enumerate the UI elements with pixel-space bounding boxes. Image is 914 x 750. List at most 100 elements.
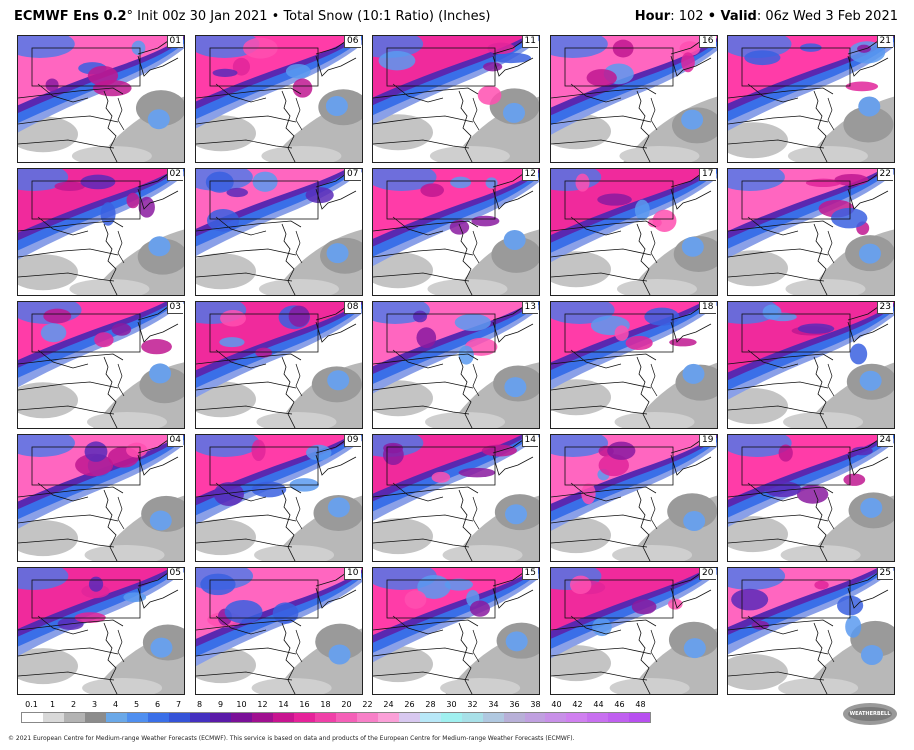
member-map-panel: 02 (17, 168, 185, 296)
snowfall-map (373, 169, 539, 295)
legend-color-swatch (126, 713, 148, 722)
model-name: ECMWF Ens 0.2 (14, 9, 127, 24)
snowfall-map (373, 302, 539, 428)
legend-color-swatch (189, 713, 211, 722)
legend-tick-label: 42 (572, 700, 583, 709)
valid-value: : 06z Wed 3 Feb 2021 (756, 9, 898, 24)
member-number: 10 (344, 568, 361, 580)
valid-label: • Valid (707, 9, 757, 24)
legend-tick-label: 2 (70, 700, 77, 709)
snowfall-map (550, 36, 717, 162)
snowfall-map (728, 36, 894, 162)
snowfall-map (373, 568, 539, 694)
member-number: 24 (876, 435, 893, 447)
member-number: 04 (166, 435, 183, 447)
legend-color-swatch (63, 713, 85, 722)
member-map-panel: 22 (727, 168, 895, 296)
snowfall-map (195, 568, 362, 694)
member-map-panel: 21 (727, 35, 895, 163)
member-map-panel: 05 (17, 567, 185, 695)
member-number: 13 (521, 302, 538, 314)
legend-tick-label: 26 (404, 700, 415, 709)
chart-title: ECMWF Ens 0.2° Init 00z 30 Jan 2021 • To… (14, 9, 491, 24)
legend-color-swatch (357, 713, 378, 722)
legend-color-swatch (84, 713, 106, 722)
member-map-panel: 11 (372, 35, 540, 163)
snowfall-map (373, 435, 539, 561)
snowfall-map (195, 302, 362, 428)
legend-tick-label: 9 (217, 700, 224, 709)
legend-tick-label: 8 (196, 700, 203, 709)
legend-color-swatch (482, 713, 504, 722)
member-number: 03 (166, 302, 183, 314)
valid-time: Hour: 102 • Valid: 06z Wed 3 Feb 2021 (635, 9, 898, 24)
legend-tick-label: 36 (509, 700, 520, 709)
member-number: 15 (521, 568, 538, 580)
member-number: 11 (521, 36, 538, 48)
legend-color-swatch (440, 713, 462, 722)
legend-color-swatch (608, 713, 630, 722)
legend-tick-label: 14 (278, 700, 289, 709)
legend-color-swatch (461, 713, 483, 722)
legend-tick-label: 30 (446, 700, 457, 709)
legend-color-swatch (587, 713, 609, 722)
legend-tick-label: 22 (362, 700, 373, 709)
legend-color-swatch (147, 713, 169, 722)
legend-color-swatch (105, 713, 127, 722)
snowfall-map (195, 169, 362, 295)
legend-color-swatch (168, 713, 190, 722)
legend-color-swatch (545, 713, 567, 722)
legend-tick-label: 20 (341, 700, 352, 709)
legend-color-swatch (524, 713, 546, 722)
member-number: 02 (166, 169, 183, 181)
snowfall-map (18, 169, 184, 295)
legend-color-swatch (315, 713, 337, 722)
member-number: 05 (166, 568, 183, 580)
legend-color-swatch (629, 713, 651, 722)
member-map-panel: 24 (727, 434, 895, 562)
snowfall-map (18, 302, 184, 428)
member-map-panel: 12 (372, 168, 540, 296)
legend-color-swatch (22, 713, 43, 722)
legend-ticks: 0.1 1 2 3 4 5 6 7 8 9 10 12 14 16 18 20 22 24 26 28 30 32 34 36… (17, 700, 657, 712)
snowfall-map (18, 435, 184, 561)
member-number: 18 (699, 302, 716, 314)
member-number: 06 (344, 36, 361, 48)
header: ECMWF Ens 0.2° Init 00z 30 Jan 2021 • To… (0, 0, 914, 34)
member-number: 17 (699, 169, 716, 181)
member-number: 22 (876, 169, 893, 181)
legend-tick-label: 18 (320, 700, 331, 709)
snowfall-map (550, 568, 717, 694)
snowfall-map (728, 568, 894, 694)
legend-tick-label: 6 (154, 700, 161, 709)
member-map-panel: 17 (549, 168, 718, 296)
legend-color-swatch (210, 713, 232, 722)
member-map-panel: 14 (372, 434, 540, 562)
legend-tick-label: 1 (49, 700, 56, 709)
member-number: 12 (521, 169, 538, 181)
title-separator: • (267, 9, 284, 24)
legend-color-swatch (419, 713, 441, 722)
legend-tick-label: 3 (91, 700, 98, 709)
legend-tick-label: 48 (635, 700, 646, 709)
snowfall-map (373, 36, 539, 162)
legend-color-swatch (336, 713, 357, 722)
ensemble-member-grid: 01 06 11 16 21 02 07 12 17 22 03 08 13 18 23 04 09 14 19 24… (17, 35, 895, 695)
weatherbell-logo: WEATHERBELL (842, 702, 898, 726)
legend-tick-label: 44 (593, 700, 604, 709)
legend-color-swatch (252, 713, 274, 722)
legend-tick-label: 38 (530, 700, 541, 709)
legend-color-swatch (398, 713, 420, 722)
copyright-footer: © 2021 European Centre for Medium-range … (8, 735, 575, 742)
member-map-panel: 13 (372, 301, 540, 429)
member-number: 16 (699, 36, 716, 48)
legend-tick-label: 7 (175, 700, 182, 709)
snowfall-map (550, 302, 717, 428)
member-number: 23 (876, 302, 893, 314)
legend-tick-label: 28 (425, 700, 436, 709)
snowfall-map (195, 435, 362, 561)
member-map-panel: 04 (17, 434, 185, 562)
member-number: 01 (166, 36, 183, 48)
legend-tick-label: 40 (551, 700, 562, 709)
member-map-panel: 16 (549, 35, 718, 163)
